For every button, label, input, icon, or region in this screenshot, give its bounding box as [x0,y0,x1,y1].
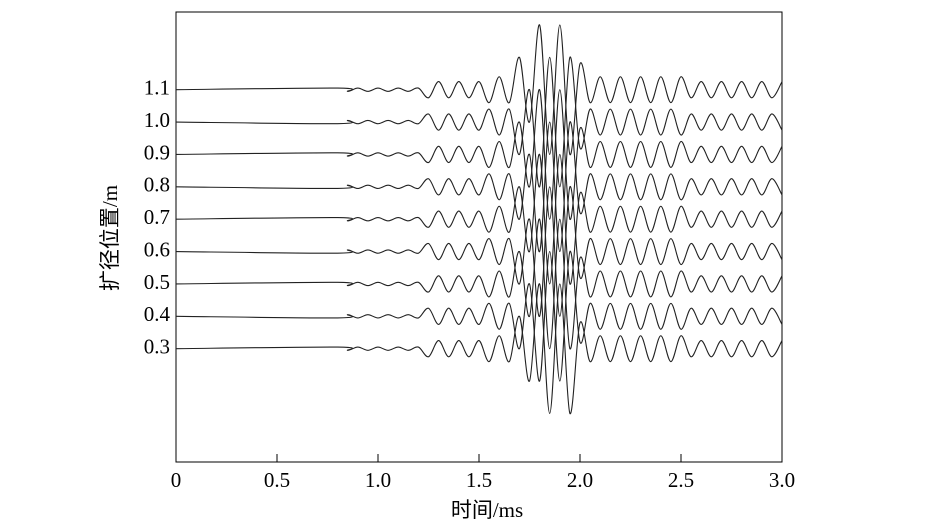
x-tick-label: 2.0 [567,468,593,492]
y-tick-label: 0.7 [144,205,170,229]
trace-line [175,250,783,382]
trace-line [175,121,783,253]
trace-line [175,24,783,156]
x-tick-label: 0.5 [264,468,290,492]
trace-line [175,56,783,188]
trace-line [175,218,783,350]
y-tick-label: 1.0 [144,108,170,132]
y-axis-label: 扩径位置/m [98,185,122,291]
y-tick-label: 0.8 [144,173,170,197]
trace-line [175,153,783,285]
y-tick-label: 0.3 [144,335,170,359]
trace-line [175,283,783,415]
x-tick-label: 0 [171,468,182,492]
x-axis-label: 时间/ms [451,498,523,522]
y-tick-label: 0.5 [144,270,170,294]
y-tick-label: 0.4 [144,302,171,326]
y-tick-label: 0.6 [144,237,170,261]
plot-frame [175,11,783,463]
trace-line [175,89,783,220]
x-tick-label: 1.0 [365,468,391,492]
x-tick-label: 2.5 [668,468,694,492]
x-tick-label: 1.5 [466,468,492,492]
x-tick-label: 3.0 [769,468,795,492]
trace-line [175,186,783,317]
y-tick-label: 1.1 [144,76,170,100]
y-tick-label: 0.9 [144,140,170,164]
